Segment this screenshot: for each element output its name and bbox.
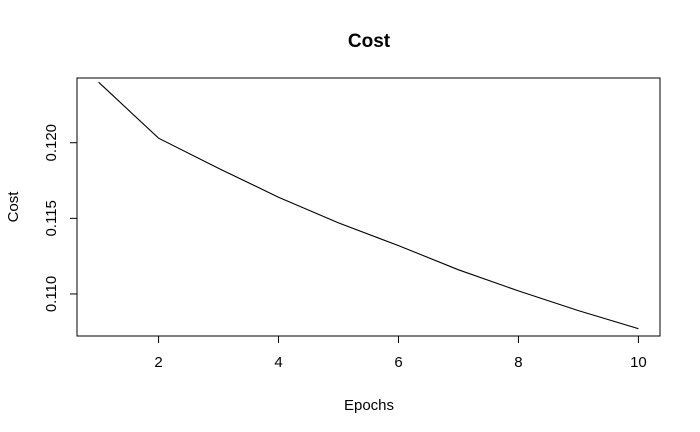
plot-frame [76,77,661,337]
x-axis: 2 4 6 8 10 [154,335,647,371]
x-tick-label: 6 [394,354,402,371]
x-tick-label: 8 [514,354,522,371]
y-tick-label: 0.110 [43,276,60,312]
y-tick-label: 0.115 [43,200,60,236]
series-line [98,81,639,330]
x-axis-title: Epochs [344,397,394,414]
x-tick-label: 2 [154,354,162,371]
y-axis-title: Cost [5,191,22,223]
x-tick-label: 4 [274,354,282,371]
y-tick-label: 0.120 [43,124,60,162]
y-axis: 0.110 0.115 0.120 [43,124,78,312]
series-group [98,81,639,330]
chart-title: Cost [348,31,391,52]
x-tick-label: 10 [630,354,647,371]
